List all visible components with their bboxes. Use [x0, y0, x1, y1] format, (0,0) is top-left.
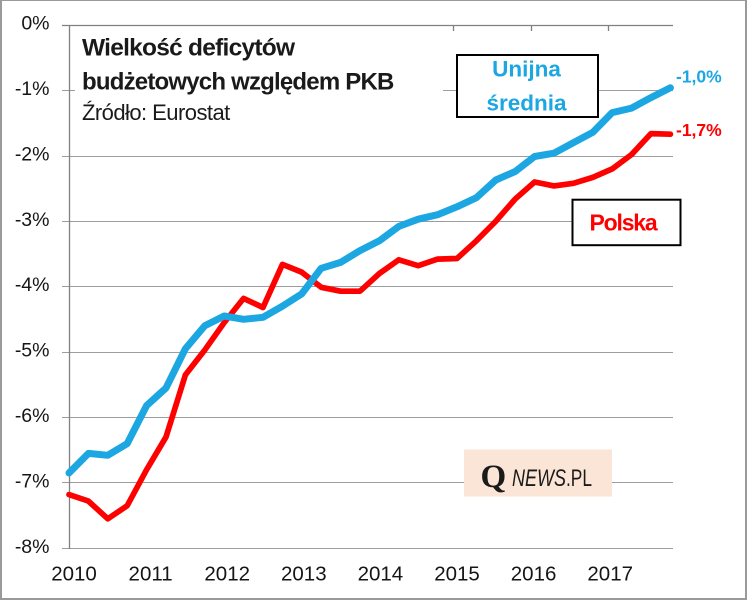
svg-text:NEWS: NEWS [512, 465, 566, 492]
svg-text:0%: 0% [21, 13, 49, 35]
svg-text:2015: 2015 [434, 563, 480, 586]
svg-text:-8%: -8% [15, 536, 50, 558]
svg-text:2011: 2011 [129, 563, 173, 586]
svg-text:-1,0%: -1,0% [676, 67, 722, 87]
svg-text:-7%: -7% [15, 470, 50, 492]
svg-text:Wielkość deficytów: Wielkość deficytów [82, 35, 296, 62]
svg-text:średnia: średnia [486, 91, 567, 116]
svg-text:2010: 2010 [51, 563, 97, 586]
svg-text:-3%: -3% [15, 209, 50, 231]
svg-text:2017: 2017 [587, 563, 633, 586]
svg-text:-1,7%: -1,7% [676, 120, 722, 140]
svg-text:-6%: -6% [15, 405, 50, 427]
svg-text:-4%: -4% [15, 274, 50, 296]
svg-text:.PL: .PL [566, 465, 592, 492]
svg-text:2016: 2016 [511, 563, 557, 586]
svg-text:Źródło: Eurostat: Źródło: Eurostat [82, 100, 230, 125]
svg-text:2014: 2014 [358, 563, 404, 586]
svg-text:Polska: Polska [590, 210, 658, 236]
svg-text:Q: Q [481, 459, 507, 495]
svg-text:-2%: -2% [15, 143, 50, 165]
svg-text:2012: 2012 [204, 563, 250, 586]
svg-text:-5%: -5% [15, 340, 50, 362]
svg-text:2013: 2013 [281, 563, 327, 586]
svg-text:-1%: -1% [15, 78, 50, 100]
svg-text:budżetowych względem PKB: budżetowych względem PKB [82, 69, 394, 96]
svg-text:Unijna: Unijna [492, 57, 561, 82]
